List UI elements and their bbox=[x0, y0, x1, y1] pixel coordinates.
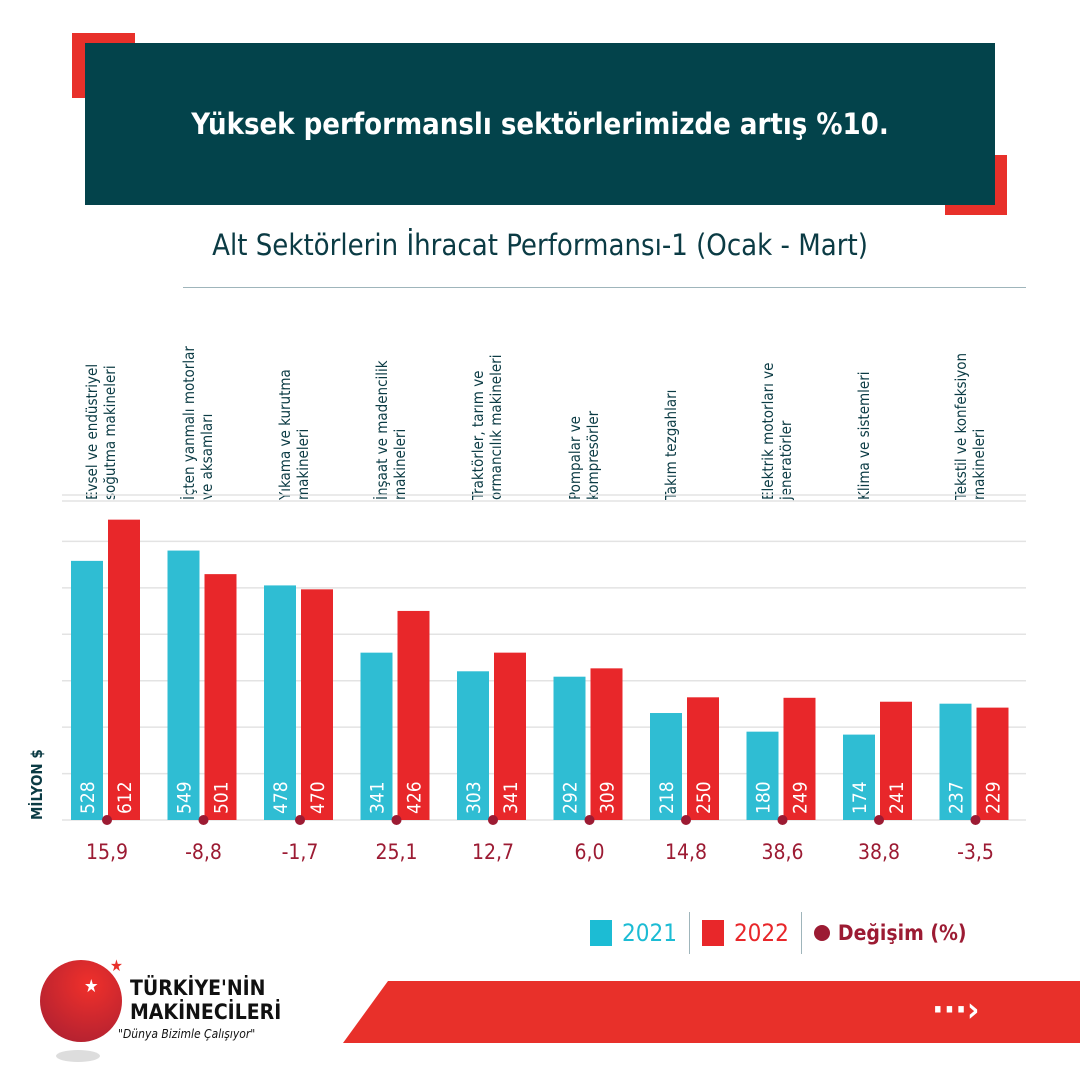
legend-swatch-2022 bbox=[701, 920, 724, 946]
bar-value-label: 292 bbox=[560, 781, 582, 814]
change-dot bbox=[970, 815, 981, 825]
banner-corner-bottom-side bbox=[995, 155, 1007, 215]
bar-2022 bbox=[397, 610, 430, 820]
bar-2021 bbox=[746, 731, 779, 820]
bar-2021 bbox=[71, 560, 103, 820]
legend-dot-icon bbox=[813, 925, 830, 941]
bar-2021 bbox=[167, 550, 200, 820]
legend: 2021 2022 Değişim (%) bbox=[578, 912, 979, 954]
legend-2021: 2021 bbox=[578, 919, 689, 947]
bar-2022 bbox=[783, 697, 816, 820]
change-value: 25,1 bbox=[375, 840, 418, 864]
bar-chart: 528 612 549 501 478 470 341 426 303 341 292 309 218 2… bbox=[62, 494, 1026, 825]
change-dot bbox=[488, 815, 498, 825]
change-dot bbox=[874, 815, 884, 825]
change-value: 38,8 bbox=[857, 840, 901, 864]
change-dot bbox=[681, 815, 691, 825]
bar-value-label: 549 bbox=[174, 781, 196, 814]
legend-divider bbox=[688, 912, 690, 954]
banner-corner-top bbox=[72, 33, 135, 43]
logo: ★ ★ TÜRKİYE'NİN MAKİNECİLERİ "Dünya Bizi… bbox=[38, 956, 308, 1070]
bar-value-label: 180 bbox=[753, 781, 775, 814]
bar-2021 bbox=[553, 676, 586, 820]
change-value: -8,8 bbox=[185, 840, 222, 864]
chart-title: Alt Sektörlerin İhracat Performansı-1 (O… bbox=[212, 228, 868, 262]
legend-2022: 2022 bbox=[690, 919, 801, 947]
bar-2021 bbox=[843, 734, 875, 820]
bar-2022 bbox=[687, 697, 719, 820]
bar-value-label: 612 bbox=[114, 781, 136, 814]
bar-value-label: 174 bbox=[849, 781, 871, 814]
bar-value-label: 229 bbox=[983, 781, 1005, 814]
banner-corner-top-side bbox=[72, 33, 85, 98]
change-value: 15,9 bbox=[85, 840, 129, 864]
bar-value-label: 249 bbox=[790, 781, 812, 814]
change-dot bbox=[391, 815, 402, 825]
bar-2022 bbox=[301, 589, 333, 820]
bar-2022 bbox=[976, 707, 1009, 820]
bar-value-label: 478 bbox=[270, 781, 292, 814]
bar-value-label: 309 bbox=[597, 781, 619, 814]
star-icon: ★ bbox=[84, 976, 99, 997]
bar-2021 bbox=[264, 585, 296, 820]
bar-value-label: 341 bbox=[367, 781, 389, 814]
change-dot bbox=[102, 815, 112, 825]
logo-shadow bbox=[56, 1050, 100, 1062]
headline-banner: Yüksek performanslı sektörlerimizde artı… bbox=[85, 43, 995, 205]
change-dot bbox=[198, 815, 209, 825]
change-value: 6,0 bbox=[574, 840, 605, 864]
bar-value-label: 501 bbox=[211, 781, 233, 814]
bar-value-label: 426 bbox=[404, 781, 426, 814]
bar-2022 bbox=[204, 574, 237, 820]
legend-divider bbox=[800, 912, 802, 954]
change-dot bbox=[777, 815, 788, 825]
bar-2021 bbox=[939, 703, 972, 820]
bar-value-label: 241 bbox=[886, 781, 908, 814]
bar-value-label: 250 bbox=[693, 781, 715, 814]
bar-value-label: 218 bbox=[656, 781, 678, 814]
change-dot bbox=[295, 815, 305, 825]
legend-change: Değişim (%) bbox=[802, 921, 979, 945]
change-value: 14,8 bbox=[664, 840, 708, 864]
bar-value-label: 303 bbox=[463, 781, 485, 814]
star-icon: ★ bbox=[110, 956, 123, 975]
slogan: "Dünya Bizimle Çalışıyor" bbox=[118, 1027, 256, 1041]
bar-2022 bbox=[108, 519, 140, 820]
change-value: -3,5 bbox=[957, 840, 994, 864]
bar-value-label: 528 bbox=[77, 781, 99, 814]
bar-2022 bbox=[494, 652, 526, 820]
brand-line-1: TÜRKİYE'NİN bbox=[130, 976, 266, 1000]
headline: Yüksek performanslı sektörlerimizde artı… bbox=[191, 107, 889, 141]
brand-line-2: MAKİNECİLERİ bbox=[130, 1000, 282, 1024]
footer-bar bbox=[343, 981, 1080, 1043]
bar-2021 bbox=[360, 652, 393, 820]
legend-swatch-2021 bbox=[590, 920, 612, 946]
bar-value-label: 341 bbox=[500, 781, 522, 814]
bar-2022 bbox=[880, 701, 912, 820]
next-arrow-button[interactable]: ···› bbox=[932, 990, 980, 1030]
change-value: -1,7 bbox=[281, 840, 319, 864]
bar-2021 bbox=[650, 713, 682, 820]
change-value: 38,6 bbox=[761, 840, 804, 864]
bar-value-label: 237 bbox=[946, 781, 968, 814]
change-dot bbox=[584, 815, 595, 825]
bar-2021 bbox=[457, 671, 489, 820]
banner-corner-bottom bbox=[945, 205, 1007, 215]
bar-2022 bbox=[590, 668, 623, 820]
change-value: 12,7 bbox=[471, 840, 515, 864]
title-divider bbox=[183, 287, 1026, 288]
logo-circle bbox=[40, 960, 122, 1042]
bar-value-label: 470 bbox=[307, 781, 329, 814]
